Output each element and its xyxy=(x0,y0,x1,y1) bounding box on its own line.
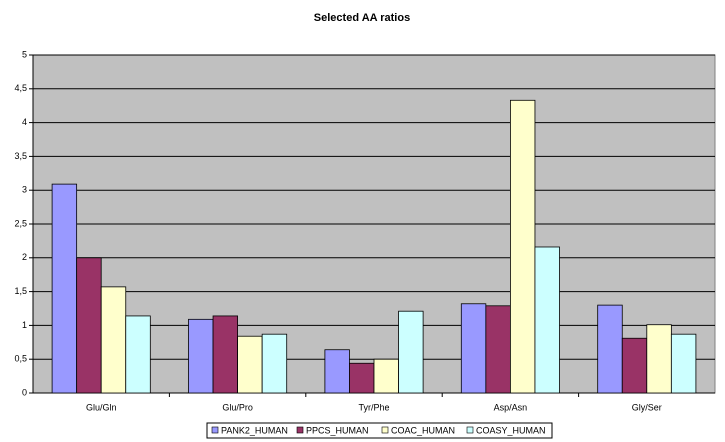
bar xyxy=(125,315,151,394)
bar xyxy=(373,358,399,394)
bar xyxy=(237,335,263,394)
legend-swatch xyxy=(296,426,304,434)
bar xyxy=(100,286,127,394)
legend-swatch xyxy=(466,426,474,434)
y-tick-label: 0,5 xyxy=(14,354,27,364)
bar xyxy=(621,337,648,394)
bar xyxy=(460,303,487,394)
bar xyxy=(670,333,697,394)
x-tick-label: Glu/Gln xyxy=(86,402,117,412)
legend xyxy=(206,422,553,439)
legend-swatch xyxy=(381,426,389,434)
chart-title: Selected AA ratios xyxy=(314,12,410,24)
bar xyxy=(212,315,239,394)
bar xyxy=(398,310,424,394)
x-tick-label: Asp/Asn xyxy=(494,402,528,412)
bar xyxy=(324,349,350,394)
bar xyxy=(597,304,623,394)
bar xyxy=(76,257,102,394)
y-tick-label: 3 xyxy=(22,185,27,195)
x-tick-label: Gly/Ser xyxy=(632,402,662,412)
y-tick-label: 0 xyxy=(22,387,27,397)
legend-label: COAC_HUMAN xyxy=(391,425,455,435)
legend-label: PPCS_HUMAN xyxy=(306,425,369,435)
x-tick-label: Tyr/Phe xyxy=(358,402,389,412)
y-tick-label: 4 xyxy=(22,117,27,127)
bar xyxy=(349,362,375,394)
x-tick-label: Glu/Pro xyxy=(222,402,253,412)
legend-label: COASY_HUMAN xyxy=(476,425,546,435)
bar xyxy=(261,333,288,394)
bar xyxy=(646,324,672,394)
legend-swatch xyxy=(211,426,219,434)
bar xyxy=(534,246,560,394)
y-tick-label: 2,5 xyxy=(14,218,27,228)
y-tick-label: 4,5 xyxy=(14,83,27,93)
bar xyxy=(485,305,511,394)
bar xyxy=(188,318,214,394)
bar xyxy=(509,99,536,394)
bar xyxy=(51,183,78,394)
y-tick-label: 3,5 xyxy=(14,151,27,161)
y-tick-label: 1,5 xyxy=(14,286,27,296)
y-tick-label: 5 xyxy=(22,49,27,59)
y-tick-label: 2 xyxy=(22,252,27,262)
legend-label: PANK2_HUMAN xyxy=(221,425,288,435)
y-tick-label: 1 xyxy=(22,320,27,330)
